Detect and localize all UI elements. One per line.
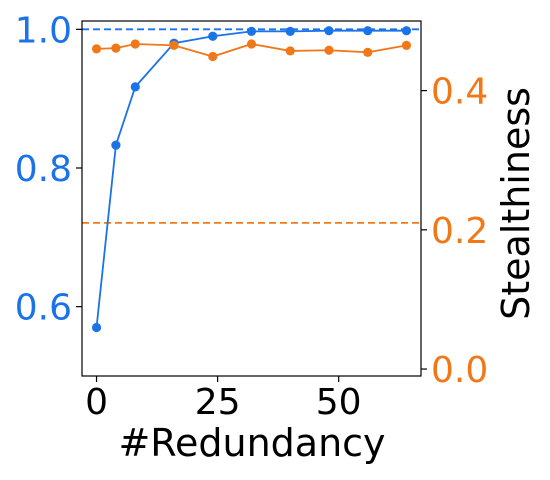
- data-point-right: [169, 40, 179, 50]
- x-tick-label: 0: [85, 382, 108, 423]
- data-point-right: [246, 39, 257, 49]
- data-point-right: [363, 47, 373, 57]
- left-y-tick-label: 0.8: [15, 149, 72, 190]
- data-point-left: [363, 26, 373, 36]
- right-y-axis: 0.0 0.2 0.4: [421, 72, 488, 391]
- series-line-right: [96, 43, 407, 58]
- data-point-right: [401, 40, 412, 50]
- series-line-left: [95, 29, 407, 328]
- data-point-right: [111, 43, 121, 53]
- right-y-tick-label: 0.2: [431, 211, 488, 252]
- x-axis: 0 25 50: [85, 376, 362, 423]
- data-point-left: [285, 26, 295, 37]
- data-point-right: [324, 45, 334, 55]
- x-tick-label: 50: [316, 382, 362, 423]
- x-tick-label: 25: [195, 382, 241, 423]
- data-point-left: [324, 26, 334, 36]
- plot-frame: [81, 20, 422, 377]
- left-y-tick-label: 1.0: [15, 10, 72, 51]
- left-y-tick-label: 0.6: [15, 288, 72, 329]
- left-y-axis: 0.6 0.8 1.0: [15, 10, 82, 329]
- data-point-right: [285, 46, 295, 56]
- data-point-right: [208, 51, 218, 62]
- data-point-left: [91, 322, 102, 333]
- right-y-axis-label: Stealthiness: [494, 87, 538, 320]
- data-point-right: [91, 44, 102, 54]
- data-point-left: [208, 31, 218, 41]
- data-point-left: [401, 26, 412, 36]
- series-layer: [91, 26, 412, 333]
- right-y-tick-label: 0.4: [431, 72, 488, 113]
- right-y-tick-label: 0.0: [431, 350, 488, 391]
- data-point-right: [130, 39, 140, 49]
- data-point-left: [246, 26, 257, 37]
- data-point-left: [130, 82, 140, 92]
- data-point-left: [111, 140, 121, 150]
- reference-lines: [82, 28, 421, 224]
- x-axis-label: #Redundancy: [118, 421, 385, 465]
